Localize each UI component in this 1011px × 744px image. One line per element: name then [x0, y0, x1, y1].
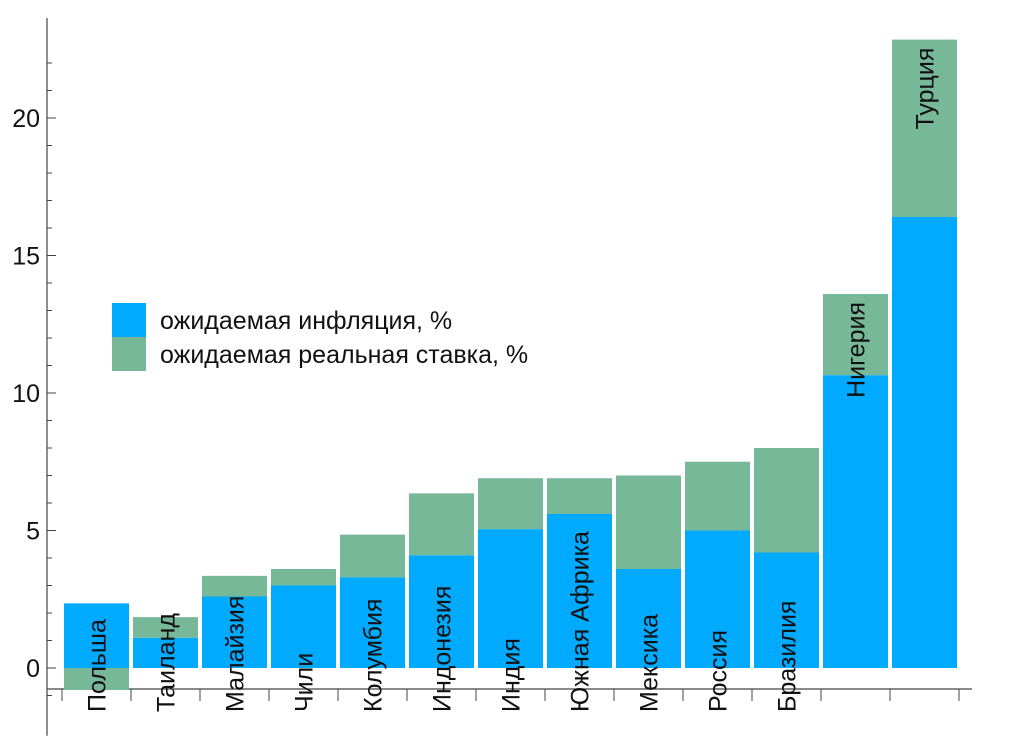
bar-label: Мексика — [636, 614, 664, 712]
bar-inflation — [271, 585, 336, 668]
bar-real-rate — [616, 475, 681, 569]
legend-label-inflation: ожидаемая инфляция, % — [160, 307, 452, 335]
bar-real-rate — [685, 461, 750, 531]
legend: ожидаемая инфляция, % ожидаемая реальная… — [112, 303, 528, 371]
bar-label: Польша — [84, 619, 112, 712]
bar-label: Южная Африка — [567, 531, 595, 712]
bar-label: Чили — [291, 653, 319, 712]
y-tick-label: 5 — [26, 518, 40, 546]
bar-real-rate — [892, 39, 957, 217]
bar-real-rate — [547, 478, 612, 514]
y-tick-label: 20 — [12, 105, 40, 133]
y-tick-label: 15 — [12, 243, 40, 271]
y-tick-label: 0 — [26, 655, 40, 683]
bar-label: Индия — [498, 638, 526, 712]
x-axis — [47, 688, 972, 701]
bar-label: Турция — [912, 48, 940, 130]
legend-swatch-inflation — [112, 303, 146, 337]
bar-label: Россия — [705, 630, 733, 712]
legend-swatch-real-rate — [112, 337, 146, 371]
bar-real-rate — [340, 534, 405, 578]
bar-real-rate — [478, 478, 543, 530]
bar-real-rate — [64, 668, 129, 690]
bar-inflation — [133, 637, 198, 668]
bar-label: Малайзия — [222, 596, 250, 712]
bar-inflation — [754, 552, 819, 668]
y-axis: 0 5 10 15 20 — [12, 18, 56, 736]
legend-label-real-rate: ожидаемая реальная ставка, % — [160, 341, 528, 369]
bar-inflation — [409, 555, 474, 668]
bars — [64, 39, 957, 690]
bar-real-rate — [271, 569, 336, 586]
bar-inflation — [823, 375, 888, 668]
bar-inflation — [202, 596, 267, 668]
bar-real-rate — [409, 493, 474, 556]
bar-inflation — [547, 514, 612, 668]
bar-label: Индонезия — [429, 586, 457, 712]
bar-inflation — [685, 530, 750, 668]
bar-real-rate — [202, 575, 267, 597]
bar-real-rate — [133, 617, 198, 638]
bar-label: Нигерия — [843, 302, 871, 398]
bar-label: Колумбия — [360, 599, 388, 712]
bar-inflation — [616, 569, 681, 668]
bar-inflation — [64, 603, 129, 668]
bar-inflation — [478, 529, 543, 668]
bar-label: Бразилия — [774, 601, 802, 712]
bar-inflation — [340, 577, 405, 668]
y-tick-label: 10 — [12, 380, 40, 408]
bar-inflation — [892, 217, 957, 668]
bar-label: Таиланд — [153, 613, 181, 712]
bar-real-rate — [754, 448, 819, 553]
bar-real-rate — [823, 294, 888, 376]
bar-labels: Польша Таиланд Малайзия Чили Колумбия Индонез… — [84, 48, 940, 712]
